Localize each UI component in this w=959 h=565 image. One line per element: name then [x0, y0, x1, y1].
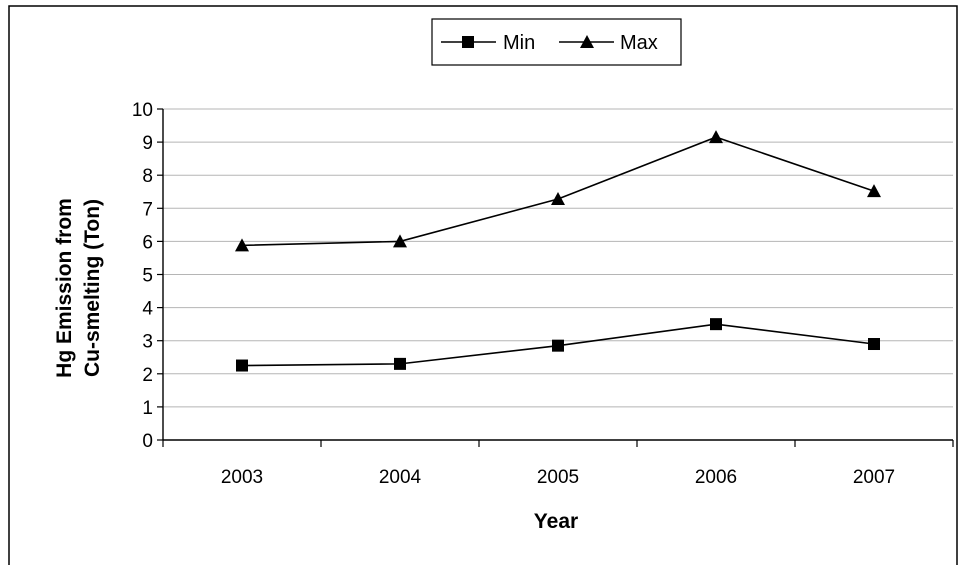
point-max — [551, 192, 565, 206]
gridlines — [163, 108, 953, 408]
legend-max-marker — [580, 35, 594, 48]
y-tick-label: 3 — [142, 332, 153, 353]
y-tick-label: 5 — [142, 266, 153, 287]
y-tick-label: 7 — [142, 199, 153, 220]
point-min — [710, 318, 722, 331]
x-tick-label: 2007 — [853, 467, 895, 488]
y-tick-label: 6 — [142, 232, 153, 253]
y-axis-title-line1: Hg Emission from — [53, 198, 76, 378]
point-max — [235, 238, 249, 252]
legend-max-label: Max — [620, 32, 658, 54]
x-tick-label: 2005 — [537, 467, 579, 488]
point-max — [867, 184, 881, 198]
legend-min-marker — [462, 36, 474, 48]
y-tick-label: 10 — [132, 100, 153, 121]
point-min — [236, 359, 248, 372]
y-tick-label: 0 — [142, 431, 153, 452]
axes — [157, 108, 954, 447]
x-tick-label: 2006 — [695, 467, 737, 488]
legend-box — [431, 18, 682, 66]
chart-border — [8, 5, 958, 565]
point-min — [552, 339, 564, 352]
y-tick-label: 2 — [142, 365, 153, 386]
point-min — [868, 338, 880, 351]
y-tick-label: 9 — [142, 133, 153, 154]
legend-min-label: Min — [503, 32, 535, 54]
y-tick-label: 4 — [142, 299, 153, 320]
legend: Min Max — [431, 18, 682, 66]
point-max — [393, 234, 407, 248]
x-tick-label: 2003 — [221, 467, 263, 488]
x-axis-title: Year — [534, 510, 578, 533]
tick-labels: 0 1 2 3 4 5 6 7 8 9 10 2003 2004 2005 2006 2007 — [132, 100, 895, 488]
x-tick-label: 2004 — [379, 467, 422, 488]
point-max — [709, 130, 723, 144]
y-tick-label: 8 — [142, 166, 153, 187]
series — [235, 130, 881, 372]
y-tick-label: 1 — [142, 398, 153, 419]
y-axis-title-line2: Cu-smelting (Ton) — [81, 199, 104, 377]
point-min — [394, 357, 406, 370]
